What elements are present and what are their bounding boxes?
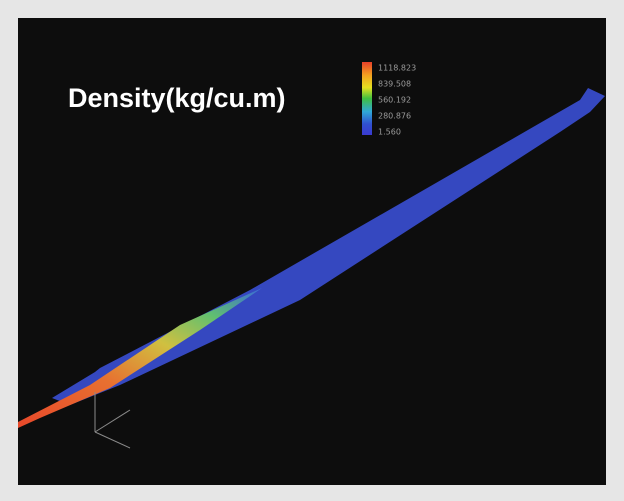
colorbar-label: 839.508 [378,80,411,89]
colorbar-label: 280.876 [378,112,411,121]
colorbar-label: 1.560 [378,128,401,137]
colorbar [362,62,372,135]
screenshot: Density(kg/cu.m) 1118.823 839.508 560.192 2… [0,0,624,501]
colorbar-label: 560.192 [378,96,411,105]
colorbar-label: 1118.823 [378,64,416,73]
legend-title: Density(kg/cu.m) [68,83,286,113]
page: Density(kg/cu.m) 1118.823 839.508 560.192 2… [0,0,624,501]
